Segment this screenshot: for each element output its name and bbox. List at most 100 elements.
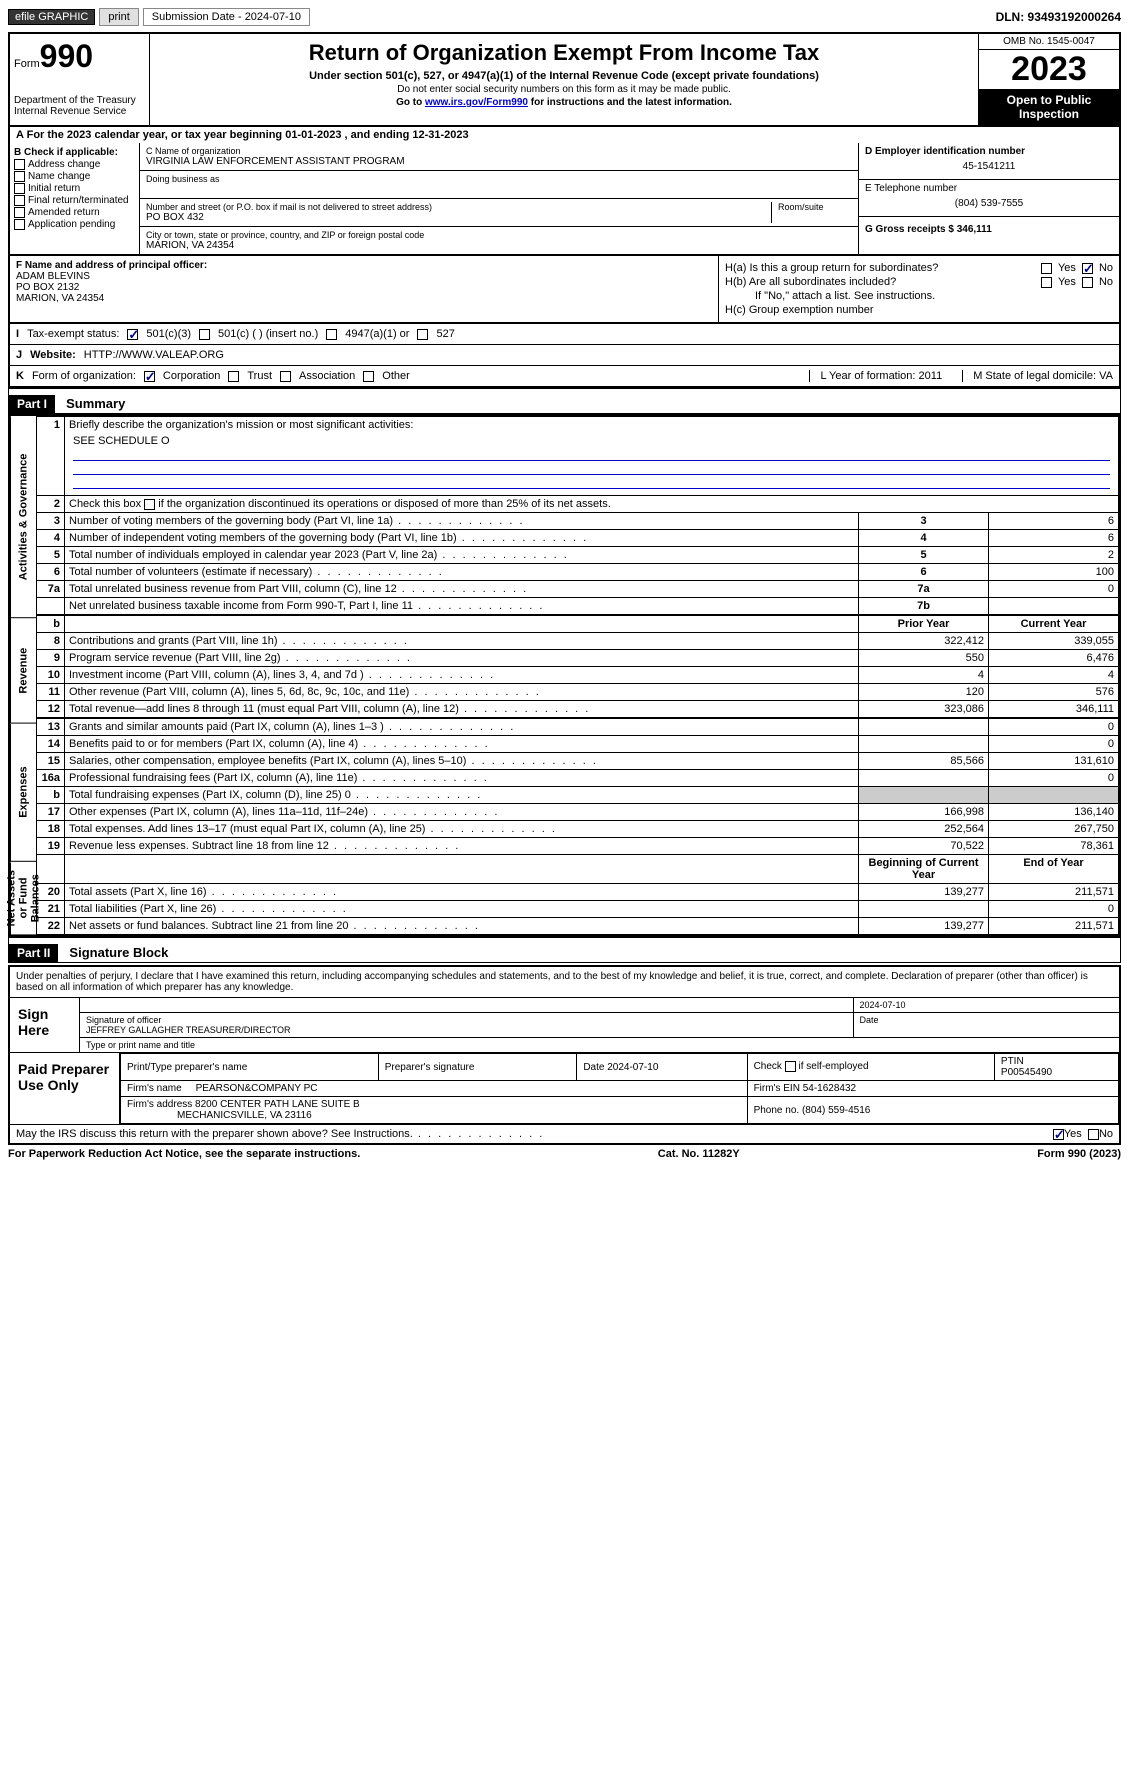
paid-preparer-label: Paid Preparer Use Only (10, 1053, 120, 1124)
table-row: 20Total assets (Part X, line 16)139,2772… (37, 884, 1119, 901)
form-subtitle: Under section 501(c), 527, or 4947(a)(1)… (156, 70, 972, 82)
part2-header: Part II Signature Block (8, 937, 1121, 963)
print-button[interactable]: print (99, 8, 138, 26)
perjury-statement: Under penalties of perjury, I declare th… (10, 967, 1119, 997)
check-501c[interactable] (199, 329, 210, 340)
check-initial-return[interactable] (14, 183, 25, 194)
table-row: 4Number of independent voting members of… (37, 530, 1119, 547)
room-suite-label: Room/suite (778, 202, 852, 212)
table-row: 13Grants and similar amounts paid (Part … (37, 718, 1119, 736)
part1-header: Part I Summary (8, 388, 1121, 414)
officer-name: ADAM BLEVINS (16, 271, 712, 282)
table-row: 12Total revenue—add lines 8 through 11 (… (37, 701, 1119, 719)
ein-value: 45-1541211 (865, 157, 1113, 176)
table-row: 8Contributions and grants (Part VIII, li… (37, 633, 1119, 650)
form-header: Form990 Department of the Treasury Inter… (8, 32, 1121, 127)
table-row: 19Revenue less expenses. Subtract line 1… (37, 838, 1119, 855)
side-expenses: Expenses (10, 724, 36, 862)
section-h: H(a) Is this a group return for subordin… (719, 256, 1119, 322)
firm-city: MECHANICSVILLE, VA 23116 (177, 1110, 312, 1121)
phone-value: (804) 539-7555 (865, 194, 1113, 213)
form-number: Form990 (14, 38, 145, 75)
check-other[interactable] (363, 371, 374, 382)
table-row: 14Benefits paid to or for members (Part … (37, 736, 1119, 753)
summary-table: 1 Briefly describe the organization's mi… (36, 416, 1119, 935)
toolbar: efile GRAPHIC print Submission Date - 20… (8, 8, 1121, 26)
ptin-value: P00545490 (1001, 1067, 1052, 1078)
check-ha-no[interactable] (1082, 263, 1093, 274)
firm-ein: 54-1628432 (803, 1083, 856, 1094)
cat-number: Cat. No. 11282Y (658, 1148, 740, 1160)
org-name: VIRGINIA LAW ENFORCEMENT ASSISTANT PROGR… (146, 156, 852, 167)
check-self-employed[interactable] (785, 1061, 796, 1072)
year-formation: L Year of formation: 2011 (820, 370, 942, 382)
irs-link[interactable]: www.irs.gov/Form990 (425, 97, 528, 108)
section-c: C Name of organizationVIRGINIA LAW ENFOR… (140, 143, 859, 254)
dept-irs: Internal Revenue Service (14, 106, 145, 117)
check-hb-yes[interactable] (1041, 277, 1052, 288)
signature-block: Under penalties of perjury, I declare th… (8, 965, 1121, 1145)
officer-signature: JEFFREY GALLAGHER TREASURER/DIRECTOR (86, 1025, 847, 1035)
page-footer: For Paperwork Reduction Act Notice, see … (8, 1145, 1121, 1163)
form-note-link: Go to www.irs.gov/Form990 for instructio… (156, 97, 972, 108)
state-domicile: M State of legal domicile: VA (962, 370, 1113, 382)
check-amended-return[interactable] (14, 207, 25, 218)
hc-label: H(c) Group exemption number (725, 304, 874, 316)
table-row: 18Total expenses. Add lines 13–17 (must … (37, 821, 1119, 838)
table-row: 15Salaries, other compensation, employee… (37, 753, 1119, 770)
table-row: 9Program service revenue (Part VIII, lin… (37, 650, 1119, 667)
check-ha-yes[interactable] (1041, 263, 1052, 274)
check-name-change[interactable] (14, 171, 25, 182)
dept-treasury: Department of the Treasury (14, 95, 145, 106)
line-a-tax-year: A For the 2023 calendar year, or tax yea… (8, 127, 1121, 143)
check-assoc[interactable] (280, 371, 291, 382)
check-hb-no[interactable] (1082, 277, 1093, 288)
form-footer: Form 990 (2023) (1037, 1148, 1121, 1160)
discuss-row: May the IRS discuss this return with the… (10, 1124, 1119, 1143)
type-name-label: Type or print name and title (80, 1038, 1119, 1052)
tax-year: 2023 (979, 50, 1119, 89)
dln-number: DLN: 93493192000264 (996, 10, 1121, 24)
check-501c3[interactable] (127, 329, 138, 340)
check-527[interactable] (417, 329, 428, 340)
check-4947[interactable] (326, 329, 337, 340)
check-corp[interactable] (144, 371, 155, 382)
firm-name: PEARSON&COMPANY PC (196, 1083, 318, 1094)
check-discuss-yes[interactable] (1053, 1129, 1064, 1140)
table-row: 5Total number of individuals employed in… (37, 547, 1119, 564)
table-row: 22Net assets or fund balances. Subtract … (37, 918, 1119, 935)
check-discuss-no[interactable] (1088, 1129, 1099, 1140)
dba-label: Doing business as (146, 174, 852, 184)
row-website: J Website: HTTP://WWW.VALEAP.ORG (8, 345, 1121, 366)
website-url: HTTP://WWW.VALEAP.ORG (84, 349, 224, 361)
table-row: 10Investment income (Part VIII, column (… (37, 667, 1119, 684)
form-title: Return of Organization Exempt From Incom… (156, 40, 972, 66)
table-row: bTotal fundraising expenses (Part IX, co… (37, 787, 1119, 804)
side-revenue: Revenue (10, 618, 36, 724)
prep-date: Date 2024-07-10 (577, 1054, 747, 1081)
check-discontinued[interactable] (144, 499, 155, 510)
section-f: F Name and address of principal officer:… (10, 256, 719, 322)
table-row: 11Other revenue (Part VIII, column (A), … (37, 684, 1119, 701)
firm-address: 8200 CENTER PATH LANE SUITE B (195, 1099, 360, 1110)
check-trust[interactable] (228, 371, 239, 382)
paperwork-notice: For Paperwork Reduction Act Notice, see … (8, 1148, 360, 1160)
efile-badge: efile GRAPHIC (8, 9, 95, 25)
table-row: 21Total liabilities (Part X, line 26)0 (37, 901, 1119, 918)
sign-here-label: Sign Here (10, 998, 80, 1052)
table-row: 3Number of voting members of the governi… (37, 513, 1119, 530)
table-row: Net unrelated business taxable income fr… (37, 598, 1119, 616)
omb-number: OMB No. 1545-0047 (979, 34, 1119, 50)
section-b: B Check if applicable: Address change Na… (10, 143, 140, 254)
officer-addr1: PO BOX 2132 (16, 282, 712, 293)
table-row: 7aTotal unrelated business revenue from … (37, 581, 1119, 598)
check-application-pending[interactable] (14, 219, 25, 230)
mission-text: SEE SCHEDULE O (69, 431, 1114, 493)
public-inspection: Open to Public Inspection (979, 89, 1119, 125)
section-d: D Employer identification number45-15412… (859, 143, 1119, 254)
preparer-table: Print/Type preparer's name Preparer's si… (120, 1053, 1119, 1124)
form-note-ssn: Do not enter social security numbers on … (156, 84, 972, 95)
check-final-return[interactable] (14, 195, 25, 206)
check-address-change[interactable] (14, 159, 25, 170)
table-row: 16aProfessional fundraising fees (Part I… (37, 770, 1119, 787)
